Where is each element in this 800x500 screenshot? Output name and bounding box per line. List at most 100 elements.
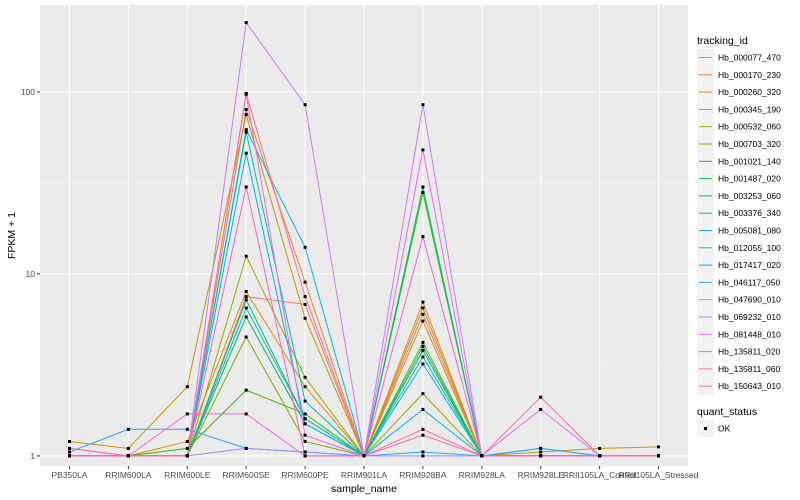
legend-label: Hb_000077_470 (718, 53, 781, 63)
data-point (244, 130, 248, 134)
data-point (244, 108, 248, 111)
x-tick-label: RRIM600LE (164, 470, 211, 480)
data-point (185, 446, 189, 450)
data-point (185, 440, 189, 443)
data-point (244, 412, 248, 416)
data-point (303, 454, 307, 458)
data-point (421, 433, 425, 437)
x-tick-label: RRIM928LE (518, 470, 565, 480)
legend-label: Hb_000260_320 (718, 87, 781, 97)
data-point (303, 375, 307, 379)
data-point (185, 427, 189, 431)
data-point (244, 306, 248, 310)
data-point (126, 427, 130, 431)
data-point (303, 302, 307, 306)
legend-label: Hb_135811_060 (718, 364, 781, 374)
legend-shape-title: quant_status (697, 406, 757, 418)
legend-label: Hb_047690_010 (718, 295, 781, 305)
data-point (539, 450, 543, 454)
data-point (244, 388, 248, 392)
series-points (68, 21, 660, 458)
data-point (244, 298, 248, 302)
data-point (303, 295, 307, 299)
data-point (244, 128, 248, 132)
data-point (598, 454, 602, 458)
x-tick-label: RRIM600SE (223, 470, 271, 480)
legend-label: Hb_000170_230 (718, 70, 781, 80)
data-point (539, 407, 543, 411)
data-point (421, 185, 425, 189)
data-point (421, 340, 425, 344)
legend-label: Hb_012055_100 (718, 243, 781, 253)
data-point (244, 446, 248, 450)
data-point (421, 344, 425, 348)
data-point (244, 315, 248, 319)
y-tick-label: 1 (30, 451, 35, 461)
x-tick-label: PB350LA (51, 470, 87, 480)
data-point (421, 348, 425, 352)
data-point (421, 427, 425, 431)
data-point (303, 422, 307, 426)
data-point (421, 355, 425, 359)
legend-label: Hb_046117_050 (718, 277, 781, 287)
legend-label: Hb_000345_190 (718, 104, 781, 114)
x-axis-title: sample_name (331, 483, 397, 495)
data-point (421, 103, 425, 107)
data-point (303, 245, 307, 249)
data-point (303, 399, 307, 403)
legend-label: Hb_003253_060 (718, 191, 781, 201)
x-tick-label: RRII105LA_Stressed (619, 470, 699, 480)
y-tick-label: 10 (26, 269, 36, 279)
data-point (480, 454, 484, 458)
legend-label: Hb_017417_020 (718, 260, 781, 270)
legend-label: Hb_000703_320 (718, 139, 781, 149)
data-point (68, 454, 71, 458)
y-tick-label: 100 (21, 87, 35, 97)
data-point (303, 103, 307, 107)
data-point (539, 395, 543, 399)
data-point (303, 450, 307, 454)
data-point (539, 454, 543, 458)
legend-label: Hb_001021_140 (718, 156, 781, 166)
data-point (303, 433, 307, 437)
data-point (185, 385, 189, 389)
legend-label: Hb_069232_010 (718, 312, 781, 322)
data-point (421, 191, 425, 194)
data-point (303, 316, 307, 320)
data-point (185, 454, 189, 458)
legend-label: Hb_001487_020 (718, 174, 781, 184)
data-point (421, 306, 425, 310)
data-point (303, 280, 307, 284)
legend-label: Hb_005081_080 (718, 226, 781, 236)
data-point (421, 300, 425, 304)
data-point (303, 417, 307, 421)
data-point (657, 454, 660, 458)
x-tick-label: RRIM600PE (281, 470, 329, 480)
data-point (421, 148, 425, 152)
data-point (362, 454, 366, 458)
x-axis: PB350LA RRIM600LA RRIM600LE RRIM600SE RRIM60… (51, 466, 699, 480)
data-point (244, 290, 248, 293)
data-point (244, 335, 248, 339)
data-point (539, 446, 543, 450)
data-point (68, 450, 71, 454)
data-point (421, 407, 425, 411)
legend-label: Hb_000532_060 (718, 122, 781, 132)
legend-label: OK (718, 424, 731, 434)
data-point (303, 440, 307, 443)
legend-label: Hb_150643_010 (718, 381, 781, 391)
data-point (244, 91, 248, 95)
data-point (303, 385, 307, 389)
legend-color-title: tracking_id (697, 35, 748, 47)
legend-label: Hb_003376_340 (718, 208, 781, 218)
data-point (421, 450, 425, 454)
data-point (421, 235, 425, 239)
x-tick-label: RRIM928LA (459, 470, 506, 480)
data-point (421, 362, 425, 366)
legend-key-point (704, 427, 707, 430)
data-point (421, 392, 425, 396)
data-point (244, 113, 248, 117)
y-axis: 1 10 100 (21, 87, 40, 461)
data-point (126, 454, 130, 458)
